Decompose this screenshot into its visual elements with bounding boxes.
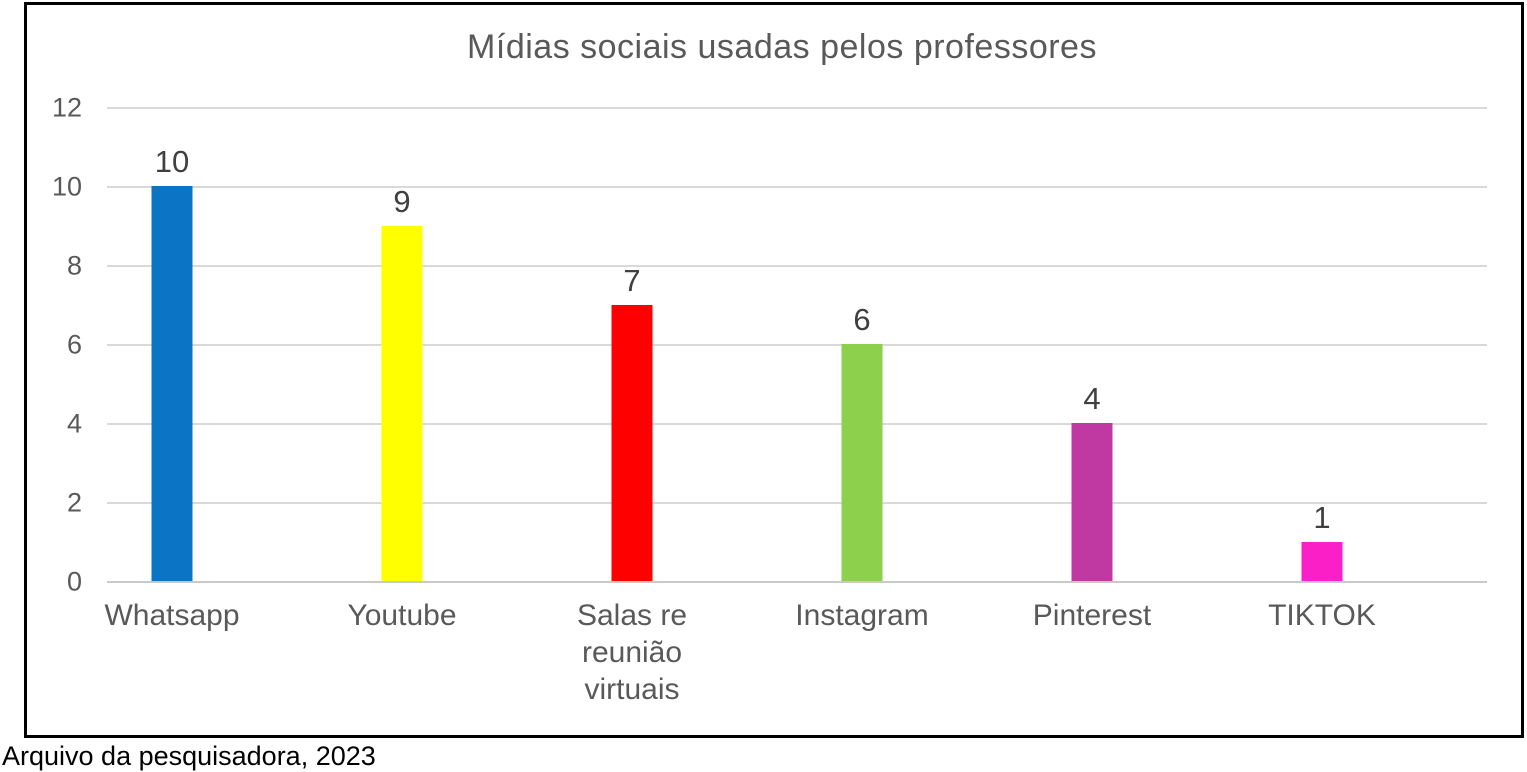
category-cell-pinterest: Pinterest bbox=[977, 597, 1207, 708]
bar-youtube bbox=[381, 225, 423, 581]
gridline-y-2 bbox=[107, 502, 1487, 504]
category-cell-tiktok: TIKTOK bbox=[1207, 597, 1437, 708]
bar-column-youtube: 9 bbox=[287, 107, 517, 581]
chart-title: Mídias sociais usadas pelos professores bbox=[467, 28, 1097, 66]
gridline-y-4 bbox=[107, 423, 1487, 425]
bar-whatsapp bbox=[151, 186, 193, 581]
category-cell-youtube: Youtube bbox=[287, 597, 517, 708]
y-tick-label-0: 0 bbox=[66, 566, 82, 597]
data-label-tiktok: 1 bbox=[1313, 499, 1331, 535]
bar-plot-area: 10 9 7 6 4 1 bbox=[57, 107, 1437, 581]
category-cell-salas-re-reuni-o-virtuais: Salas re reunião virtuais bbox=[517, 597, 747, 708]
category-label-instagram: Instagram bbox=[795, 599, 929, 632]
category-label-youtube: Youtube bbox=[347, 599, 457, 632]
bar-pinterest bbox=[1071, 423, 1113, 581]
category-label-pinterest: Pinterest bbox=[1032, 599, 1152, 632]
gridline-y-10 bbox=[107, 186, 1487, 188]
gridline-y-0 bbox=[107, 581, 1487, 583]
bar-tiktok bbox=[1301, 541, 1343, 581]
y-tick-label-4: 4 bbox=[66, 408, 82, 439]
y-tick-label-10: 10 bbox=[51, 171, 82, 202]
y-tick-label-12: 12 bbox=[51, 92, 82, 123]
data-label-pinterest: 4 bbox=[1083, 381, 1101, 416]
category-label-tiktok: TIKTOK bbox=[1268, 599, 1376, 632]
category-label-salas-re-reuni-o-virtuais: Salas re reunião virtuais bbox=[576, 599, 688, 706]
category-cell-whatsapp: Whatsapp bbox=[57, 597, 287, 708]
y-tick-label-2: 2 bbox=[66, 487, 82, 518]
y-tick-label-6: 6 bbox=[66, 329, 82, 360]
bar-column-pinterest: 4 bbox=[977, 107, 1207, 581]
data-label-instagram: 6 bbox=[853, 302, 871, 337]
y-tick-label-8: 8 bbox=[66, 250, 82, 281]
data-label-whatsapp: 10 bbox=[154, 144, 190, 179]
caption-clipped: Arquivo da pesquisadora, 2023 bbox=[2, 741, 376, 771]
data-label-youtube: 9 bbox=[393, 183, 411, 219]
bar-instagram bbox=[841, 344, 883, 581]
bar-column-whatsapp: 10 bbox=[57, 107, 287, 581]
x-axis-category-labels: Whatsapp Youtube Salas re reunião virtuais… bbox=[57, 597, 1437, 708]
gridline-y-8 bbox=[107, 265, 1487, 267]
bar-column-tiktok: 1 bbox=[1207, 107, 1437, 581]
gridline-y-6 bbox=[107, 344, 1487, 346]
bar-salas-re-reuni-o-virtuais bbox=[611, 304, 653, 581]
category-label-whatsapp: Whatsapp bbox=[104, 599, 240, 632]
gridline-y-12 bbox=[107, 107, 1487, 109]
data-label-salas-re-reuni-o-virtuais: 7 bbox=[623, 262, 641, 298]
bar-column-salas-re-reuni-o-virtuais: 7 bbox=[517, 107, 747, 581]
chart-frame: Mídias sociais usadas pelos professores … bbox=[24, 2, 1524, 738]
bar-column-instagram: 6 bbox=[747, 107, 977, 581]
category-cell-instagram: Instagram bbox=[747, 597, 977, 708]
